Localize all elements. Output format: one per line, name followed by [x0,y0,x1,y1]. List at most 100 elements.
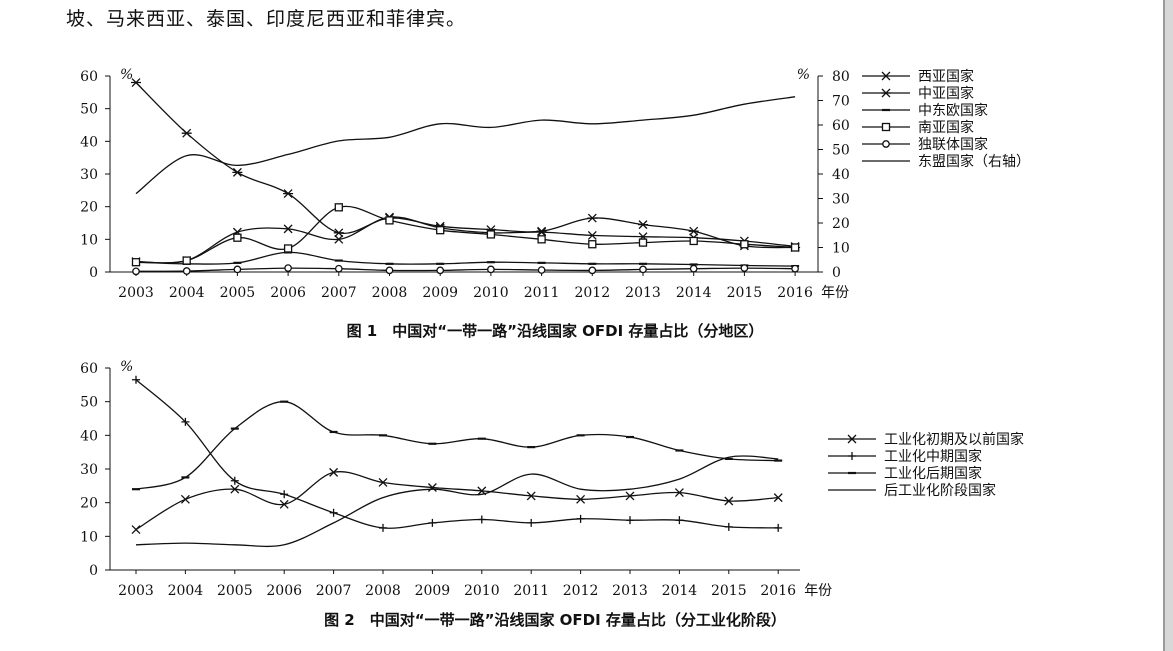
data-point [132,375,140,384]
legend-label: 西亚国家 [918,68,974,85]
legend-marker [881,88,891,98]
data-point [527,518,536,527]
data-point [689,264,698,273]
data-point [334,264,343,273]
data-point [131,258,141,267]
data-point [587,213,598,223]
x-tick-label: 2014 [662,583,698,599]
legend-label: 中东欧国家 [918,102,988,119]
data-point [181,417,190,426]
data-point [639,265,647,274]
page-edge [1163,0,1165,651]
y-tick-label-left: 30 [80,167,98,183]
page-scrollbar[interactable] [1165,0,1173,651]
data-point [724,496,734,506]
series-5 [132,264,799,276]
data-point [230,476,239,485]
series-line [135,401,779,490]
y-tick-label-left: 60 [80,69,98,85]
data-point [638,220,648,230]
data-point [280,490,289,499]
x-tick-label: 2014 [676,285,712,301]
data-point [232,167,243,177]
data-point [689,236,698,246]
series-line [135,379,779,529]
series-3 [132,400,783,491]
data-point [774,523,783,532]
y-tick-label-left: 0 [89,563,98,579]
data-point [180,494,190,504]
series-6 [135,96,796,195]
data-point [131,78,141,87]
data-point [588,240,597,249]
data-point [334,203,343,212]
x-tick-label: 2008 [372,285,408,301]
data-point [283,224,293,234]
y-tick-label-right: 60 [832,118,850,134]
legend-marker [881,71,891,81]
legend-label: 中亚国家 [918,85,974,102]
data-point [773,493,783,503]
data-point [283,189,294,199]
series-line [135,267,796,272]
data-point [537,266,546,274]
y-tick-label-left: 30 [80,462,98,478]
series-4 [135,455,779,548]
y-tick-label-right: 10 [832,241,850,257]
data-point [329,508,338,517]
y-tick-label-left: 10 [80,232,98,248]
series-line [135,205,796,264]
data-point [576,514,585,523]
x-tick-label: 2007 [316,583,352,599]
data-point [427,483,437,492]
data-point [588,266,597,275]
series-line [135,455,779,548]
y-tick-label-left: 50 [80,395,98,411]
y-tick-label-right: 0 [832,265,841,281]
data-point [131,525,141,535]
data-point [436,266,445,275]
data-point [674,488,684,498]
y-tick-label-left: 0 [89,265,98,281]
x-tick-label: 2010 [473,285,509,301]
data-point [333,228,344,238]
data-point [329,467,339,477]
data-point [536,226,547,236]
legend-label: 后工业化阶段国家 [884,482,996,499]
data-point [379,523,387,532]
x-tick-label: 2011 [524,285,560,301]
data-point [486,230,496,239]
series-line [135,471,779,531]
data-point [790,243,800,252]
x-tick-label: 2016 [777,285,813,301]
chart-ofdi-by-industrialization: 0 10 20 30 40 50 60 % 2003 2004 2005 2006 2007 2008 20… [80,359,1024,599]
data-point [385,266,394,275]
legend-label: 南亚国家 [918,119,974,136]
y-unit-right: % [797,67,810,83]
data-point [378,478,388,487]
y-tick-label-right: 30 [832,192,850,208]
x-tick-label: 2012 [563,583,599,599]
x-tick-label: 2004 [169,285,205,301]
data-point [182,256,191,265]
legend-label: 独联体国家 [918,136,988,153]
data-point [334,234,344,244]
y-tick-label-right: 80 [832,69,850,85]
x-tick-label: 2013 [625,285,661,301]
y-tick-label-right: 40 [832,167,850,183]
data-point [587,230,597,240]
x-tick-label: 2003 [118,583,154,599]
y-tick-label-right: 70 [832,94,850,110]
series-4 [131,203,800,267]
x-tick-label: 2005 [220,285,256,301]
data-point [284,264,292,272]
legend-label: 东盟国家（右轴） [918,153,1030,170]
data-point [477,515,486,524]
figure-2-caption: 图 2 中国对“一带一路”沿线国家 OFDI 存量占比（分工业化阶段） [324,611,786,629]
x-unit-label: 年份 [821,285,849,301]
x-tick-label: 2007 [321,285,357,301]
data-point [740,264,749,272]
data-point [487,265,495,274]
x-tick-label: 2009 [422,285,458,301]
